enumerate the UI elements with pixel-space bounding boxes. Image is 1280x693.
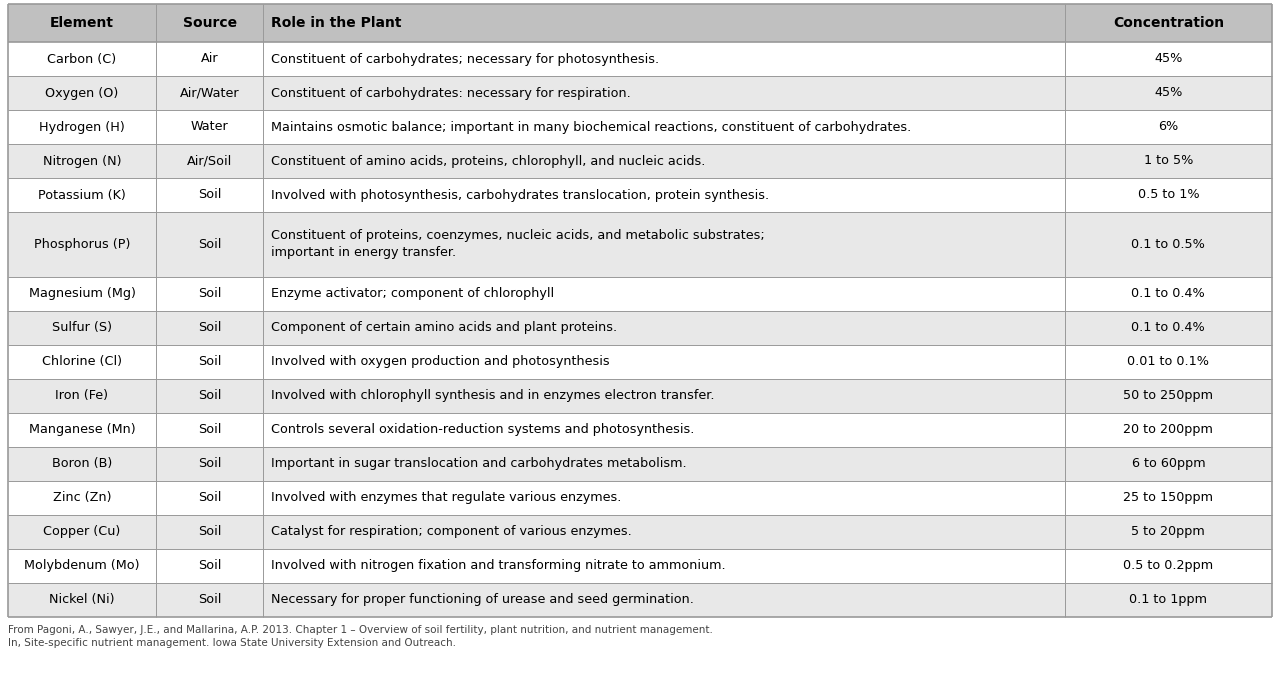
Text: 0.1 to 0.4%: 0.1 to 0.4% xyxy=(1132,321,1206,334)
Text: Involved with chlorophyll synthesis and in enzymes electron transfer.: Involved with chlorophyll synthesis and … xyxy=(271,389,714,402)
Bar xyxy=(8,310,1272,344)
Text: 0.1 to 0.5%: 0.1 to 0.5% xyxy=(1132,238,1206,251)
Text: Controls several oxidation-reduction systems and photosynthesis.: Controls several oxidation-reduction sys… xyxy=(271,423,695,436)
Text: Magnesium (Mg): Magnesium (Mg) xyxy=(28,287,136,300)
Text: From Pagoni, A., Sawyer, J.E., and Mallarina, A.P. 2013. Chapter 1 – Overview of: From Pagoni, A., Sawyer, J.E., and Malla… xyxy=(8,624,713,635)
Text: Soil: Soil xyxy=(198,238,221,251)
Text: 0.1 to 0.4%: 0.1 to 0.4% xyxy=(1132,287,1206,300)
Text: Soil: Soil xyxy=(198,287,221,300)
Text: Involved with enzymes that regulate various enzymes.: Involved with enzymes that regulate vari… xyxy=(271,491,622,504)
Text: Soil: Soil xyxy=(198,321,221,334)
Text: 45%: 45% xyxy=(1155,87,1183,100)
Text: Component of certain amino acids and plant proteins.: Component of certain amino acids and pla… xyxy=(271,321,617,334)
Text: Element: Element xyxy=(50,16,114,30)
Text: Soil: Soil xyxy=(198,389,221,402)
Text: Manganese (Mn): Manganese (Mn) xyxy=(28,423,136,436)
Text: Soil: Soil xyxy=(198,559,221,572)
Text: In, Site-specific nutrient management. Iowa State University Extension and Outre: In, Site-specific nutrient management. I… xyxy=(8,638,456,647)
Text: Phosphorus (P): Phosphorus (P) xyxy=(33,238,131,251)
Bar xyxy=(8,446,1272,481)
Text: Enzyme activator; component of chlorophyll: Enzyme activator; component of chlorophy… xyxy=(271,287,554,300)
Bar xyxy=(8,583,1272,617)
Text: 0.01 to 0.1%: 0.01 to 0.1% xyxy=(1128,355,1210,368)
Text: Boron (B): Boron (B) xyxy=(51,457,113,470)
Text: Source: Source xyxy=(183,16,237,30)
Text: Concentration: Concentration xyxy=(1112,16,1224,30)
Text: Nickel (Ni): Nickel (Ni) xyxy=(49,593,115,606)
Text: 6%: 6% xyxy=(1158,121,1179,134)
Text: Constituent of proteins, coenzymes, nucleic acids, and metabolic substrates;
imp: Constituent of proteins, coenzymes, nucl… xyxy=(271,229,765,259)
Text: 0.1 to 1ppm: 0.1 to 1ppm xyxy=(1129,593,1207,606)
Bar xyxy=(8,42,1272,76)
Text: Involved with oxygen production and photosynthesis: Involved with oxygen production and phot… xyxy=(271,355,611,368)
Text: Involved with photosynthesis, carbohydrates translocation, protein synthesis.: Involved with photosynthesis, carbohydra… xyxy=(271,188,769,202)
Text: Soil: Soil xyxy=(198,457,221,470)
Text: 1 to 5%: 1 to 5% xyxy=(1143,155,1193,168)
Text: 45%: 45% xyxy=(1155,53,1183,66)
Text: Potassium (K): Potassium (K) xyxy=(38,188,125,202)
Text: Oxygen (O): Oxygen (O) xyxy=(45,87,119,100)
Text: Air/Soil: Air/Soil xyxy=(187,155,232,168)
Text: Sulfur (S): Sulfur (S) xyxy=(52,321,111,334)
Text: Constituent of carbohydrates; necessary for photosynthesis.: Constituent of carbohydrates; necessary … xyxy=(271,53,659,66)
Bar xyxy=(8,110,1272,144)
Text: Copper (Cu): Copper (Cu) xyxy=(44,525,120,538)
Text: Maintains osmotic balance; important in many biochemical reactions, constituent : Maintains osmotic balance; important in … xyxy=(271,121,911,134)
Bar xyxy=(8,277,1272,310)
Text: Carbon (C): Carbon (C) xyxy=(47,53,116,66)
Bar xyxy=(8,76,1272,110)
Bar xyxy=(8,212,1272,277)
Text: Involved with nitrogen fixation and transforming nitrate to ammonium.: Involved with nitrogen fixation and tran… xyxy=(271,559,726,572)
Text: Soil: Soil xyxy=(198,525,221,538)
Text: 0.5 to 1%: 0.5 to 1% xyxy=(1138,188,1199,202)
Text: Soil: Soil xyxy=(198,423,221,436)
Text: 20 to 200ppm: 20 to 200ppm xyxy=(1124,423,1213,436)
Text: 5 to 20ppm: 5 to 20ppm xyxy=(1132,525,1206,538)
Text: Hydrogen (H): Hydrogen (H) xyxy=(40,121,125,134)
Text: 6 to 60ppm: 6 to 60ppm xyxy=(1132,457,1206,470)
Text: 50 to 250ppm: 50 to 250ppm xyxy=(1124,389,1213,402)
Text: Role in the Plant: Role in the Plant xyxy=(271,16,402,30)
Text: Constituent of carbohydrates: necessary for respiration.: Constituent of carbohydrates: necessary … xyxy=(271,87,631,100)
Text: Important in sugar translocation and carbohydrates metabolism.: Important in sugar translocation and car… xyxy=(271,457,687,470)
Text: Constituent of amino acids, proteins, chlorophyll, and nucleic acids.: Constituent of amino acids, proteins, ch… xyxy=(271,155,705,168)
Bar xyxy=(8,378,1272,412)
Bar xyxy=(8,178,1272,212)
Text: 0.5 to 0.2ppm: 0.5 to 0.2ppm xyxy=(1124,559,1213,572)
Text: Necessary for proper functioning of urease and seed germination.: Necessary for proper functioning of urea… xyxy=(271,593,694,606)
Text: Nitrogen (N): Nitrogen (N) xyxy=(42,155,122,168)
Bar xyxy=(8,549,1272,583)
Text: 25 to 150ppm: 25 to 150ppm xyxy=(1124,491,1213,504)
Text: Iron (Fe): Iron (Fe) xyxy=(55,389,109,402)
Text: Soil: Soil xyxy=(198,355,221,368)
Bar xyxy=(8,412,1272,446)
Text: Soil: Soil xyxy=(198,491,221,504)
Bar xyxy=(8,144,1272,178)
Text: Water: Water xyxy=(191,121,229,134)
Bar xyxy=(8,4,1272,42)
Bar xyxy=(8,344,1272,378)
Text: Soil: Soil xyxy=(198,188,221,202)
Bar xyxy=(8,515,1272,549)
Text: Air: Air xyxy=(201,53,219,66)
Text: Air/Water: Air/Water xyxy=(179,87,239,100)
Text: Soil: Soil xyxy=(198,593,221,606)
Text: Molybdenum (Mo): Molybdenum (Mo) xyxy=(24,559,140,572)
Text: Chlorine (Cl): Chlorine (Cl) xyxy=(42,355,122,368)
Text: Catalyst for respiration; component of various enzymes.: Catalyst for respiration; component of v… xyxy=(271,525,632,538)
Bar xyxy=(8,481,1272,515)
Text: Zinc (Zn): Zinc (Zn) xyxy=(52,491,111,504)
